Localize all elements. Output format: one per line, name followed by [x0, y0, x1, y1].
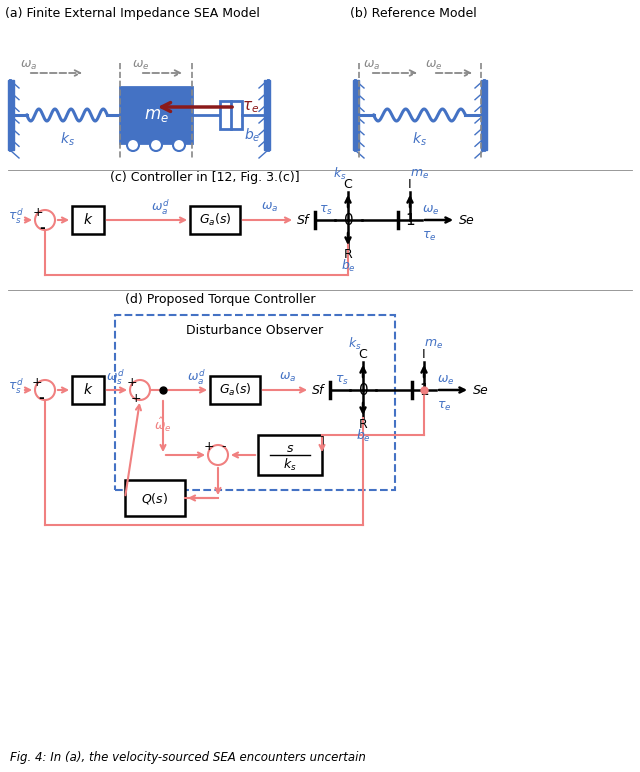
- Text: $b_e$: $b_e$: [244, 127, 260, 144]
- Text: $k$: $k$: [83, 382, 93, 398]
- Text: $\tau_s^d$: $\tau_s^d$: [8, 376, 24, 396]
- Text: $s$: $s$: [286, 442, 294, 455]
- Text: $\omega_e$: $\omega_e$: [132, 59, 150, 72]
- Text: I: I: [422, 348, 426, 361]
- Text: $k_s$: $k_s$: [333, 166, 347, 182]
- Text: $Se$: $Se$: [472, 384, 489, 397]
- Bar: [264, 80, 270, 150]
- Circle shape: [150, 139, 162, 151]
- Text: R: R: [344, 249, 353, 262]
- Text: $\omega_e$: $\omega_e$: [437, 374, 454, 387]
- Text: $\omega_e$: $\omega_e$: [422, 204, 440, 217]
- Text: -: -: [39, 221, 45, 235]
- Bar: [115, 315, 395, 490]
- Circle shape: [127, 139, 139, 151]
- Text: $\omega_s^d$: $\omega_s^d$: [106, 367, 124, 387]
- Bar: [220, 101, 242, 129]
- Text: $\omega_a$: $\omega_a$: [261, 201, 278, 214]
- Text: $G_a(s)$: $G_a(s)$: [219, 382, 252, 398]
- Text: $Sf$: $Sf$: [296, 213, 312, 227]
- Text: +: +: [131, 391, 141, 405]
- Text: $k$: $k$: [83, 212, 93, 228]
- Circle shape: [35, 210, 55, 230]
- Text: $m_e$: $m_e$: [410, 168, 429, 181]
- Text: $b_e$: $b_e$: [340, 258, 355, 274]
- Bar: [72, 376, 104, 404]
- Circle shape: [208, 445, 228, 465]
- Text: (b) Reference Model: (b) Reference Model: [350, 6, 477, 19]
- Text: $\omega_a^d$: $\omega_a^d$: [187, 367, 205, 387]
- Text: R: R: [358, 418, 367, 432]
- Bar: [353, 80, 359, 150]
- Circle shape: [35, 380, 55, 400]
- Text: $\tau_e$: $\tau_e$: [437, 399, 452, 412]
- Text: $\tau_s$: $\tau_s$: [335, 374, 349, 387]
- Text: $k_s$: $k_s$: [283, 457, 297, 473]
- Text: $b_e$: $b_e$: [356, 428, 371, 444]
- Text: $\omega_a$: $\omega_a$: [363, 59, 380, 72]
- Bar: [210, 376, 260, 404]
- Text: $\omega_a$: $\omega_a$: [280, 371, 296, 384]
- Bar: [258, 435, 322, 475]
- Text: -: -: [38, 391, 44, 405]
- Text: C: C: [358, 348, 367, 361]
- Text: $Sf$: $Sf$: [311, 383, 327, 397]
- Bar: [72, 206, 104, 234]
- Text: $m_e$: $m_e$: [143, 106, 168, 124]
- Text: $\omega_a^d$: $\omega_a^d$: [150, 198, 170, 217]
- Bar: [481, 80, 487, 150]
- Text: $k_s$: $k_s$: [60, 130, 74, 147]
- Text: $m_e$: $m_e$: [424, 337, 444, 350]
- Text: Disturbance Observer: Disturbance Observer: [186, 324, 324, 337]
- Text: $0$: $0$: [358, 382, 368, 398]
- Text: $Se$: $Se$: [458, 214, 475, 226]
- Text: $0$: $0$: [342, 212, 353, 228]
- Text: $1$: $1$: [419, 382, 429, 398]
- Circle shape: [130, 380, 150, 400]
- Text: $\tau_s$: $\tau_s$: [319, 204, 333, 217]
- Text: $1$: $1$: [405, 212, 415, 228]
- Bar: [8, 80, 14, 150]
- Bar: [125, 480, 185, 516]
- Text: $k_s$: $k_s$: [348, 336, 362, 352]
- Text: $\hat{\omega}_e$: $\hat{\omega}_e$: [154, 416, 172, 434]
- Text: +: +: [127, 375, 138, 388]
- Bar: [120, 87, 192, 143]
- Text: $\tau_e$: $\tau_e$: [242, 99, 259, 115]
- Text: $Q(s)$: $Q(s)$: [141, 490, 168, 506]
- Text: (a) Finite External Impedance SEA Model: (a) Finite External Impedance SEA Model: [5, 6, 260, 19]
- Text: $G_a(s)$: $G_a(s)$: [198, 212, 231, 228]
- Text: $k_s$: $k_s$: [412, 130, 426, 147]
- Text: +: +: [204, 441, 214, 453]
- Text: +: +: [32, 375, 42, 388]
- Text: C: C: [344, 178, 353, 191]
- Text: (c) Controller in [12, Fig. 3.(c)]: (c) Controller in [12, Fig. 3.(c)]: [110, 171, 300, 185]
- Text: (d) Proposed Torque Controller: (d) Proposed Torque Controller: [125, 293, 316, 306]
- Text: $\tau_s^d$: $\tau_s^d$: [8, 206, 24, 225]
- Text: $\tau_e$: $\tau_e$: [422, 229, 436, 242]
- Text: $\omega_a$: $\omega_a$: [20, 59, 37, 72]
- Text: +: +: [33, 205, 44, 218]
- Bar: [190, 206, 240, 234]
- Text: $\omega_e$: $\omega_e$: [425, 59, 442, 72]
- Text: Fig. 4: In (a), the velocity-sourced SEA encounters uncertain: Fig. 4: In (a), the velocity-sourced SEA…: [10, 751, 366, 764]
- Circle shape: [173, 139, 185, 151]
- Text: -: -: [221, 441, 227, 453]
- Text: I: I: [408, 178, 412, 191]
